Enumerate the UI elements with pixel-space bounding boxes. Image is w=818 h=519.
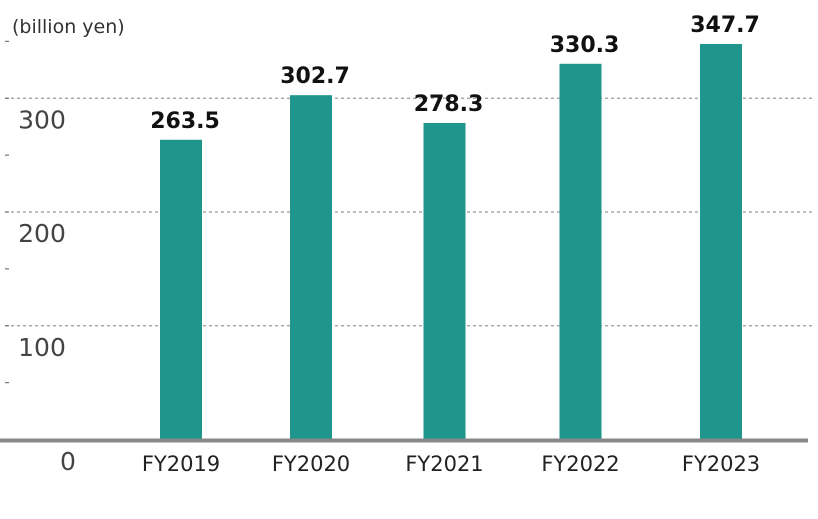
bar-FY2020 (290, 95, 332, 440)
data-label-FY2020: 302.7 (280, 64, 350, 89)
bar-FY2023 (700, 43, 742, 440)
y-tick-label-0: 0 (60, 447, 76, 476)
y-axis-unit-label: (billion yen) (12, 16, 125, 38)
data-label-FY2022: 330.3 (550, 33, 620, 58)
y-tick-label-300: 300 (18, 105, 66, 134)
y-tick-label-200: 200 (18, 219, 66, 248)
bars (160, 43, 742, 440)
y-tick-label-100: 100 (18, 333, 66, 362)
x-axis-tick-labels: FY2019 FY2020 FY2021 FY2022 FY2023 (142, 452, 760, 476)
gridlines (5, 97, 812, 327)
x-tick-label-FY2021: FY2021 (405, 452, 483, 476)
x-tick-label-FY2022: FY2022 (541, 452, 619, 476)
x-tick-label-FY2019: FY2019 (142, 452, 220, 476)
x-tick-label-FY2020: FY2020 (272, 452, 350, 476)
y-axis-tick-labels: 0 100 200 300 (18, 105, 76, 476)
data-label-FY2023: 347.7 (690, 13, 760, 38)
data-label-FY2019: 263.5 (150, 109, 220, 134)
data-labels: 263.5 302.7 278.3 330.3 347.7 (150, 13, 760, 134)
x-tick-label-FY2023: FY2023 (682, 452, 760, 476)
bar-FY2021 (423, 122, 466, 440)
bar-FY2022 (559, 63, 602, 440)
data-label-FY2021: 278.3 (414, 92, 484, 117)
bar-FY2019 (160, 139, 202, 440)
y-axis-minor-ticks (5, 40, 9, 384)
